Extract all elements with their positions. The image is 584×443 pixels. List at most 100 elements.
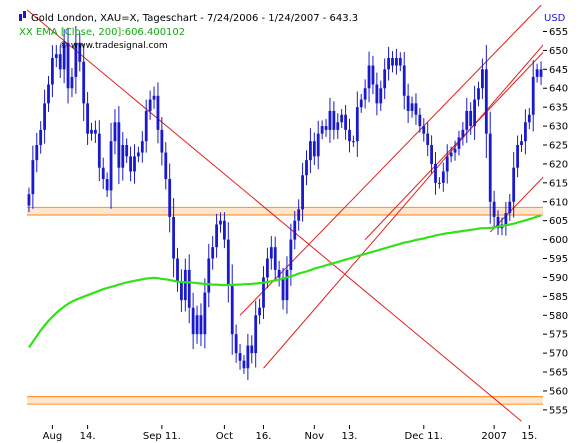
currency-label: USD — [544, 13, 566, 24]
candle-22 — [113, 109, 117, 155]
candle-51 — [226, 222, 230, 303]
candle-55-body — [242, 360, 246, 369]
candle-12 — [74, 26, 78, 94]
candle-116-body — [481, 69, 484, 89]
candle-69-body — [297, 209, 301, 221]
candle-117-body — [484, 69, 488, 134]
candle-109 — [453, 140, 457, 161]
candle-128 — [527, 107, 531, 130]
candle-44 — [199, 303, 203, 347]
candle-114 — [473, 85, 476, 140]
candle-28 — [137, 146, 140, 163]
candle-11 — [70, 68, 74, 98]
candle-70 — [301, 162, 304, 222]
candle-41 — [187, 254, 191, 324]
candle-26 — [129, 146, 132, 182]
candle-15 — [86, 92, 89, 145]
candle-124-body — [512, 167, 516, 202]
gold-legend-icon — [19, 11, 26, 21]
x-tick-label-8: 2007 — [481, 431, 506, 442]
candle-53-body — [234, 334, 238, 354]
candle-113 — [469, 102, 473, 135]
x-tick-label-1: 14. — [80, 431, 96, 442]
candle-52-body — [230, 285, 234, 335]
candle-19 — [101, 157, 105, 190]
candle-71 — [305, 150, 308, 186]
candle-6 — [51, 45, 54, 98]
candle-5 — [47, 75, 50, 112]
candle-84 — [355, 91, 359, 157]
candle-123 — [508, 194, 512, 221]
candle-80 — [340, 109, 344, 128]
candle-86 — [363, 79, 367, 109]
candle-109-body — [453, 148, 457, 153]
candle-32-body — [152, 95, 156, 100]
candle-80-body — [340, 114, 344, 123]
candle-5-body — [47, 84, 50, 104]
chart-header: Gold London, XAU=X, Tageschart - 7/24/20… — [19, 11, 566, 51]
candle-118-body — [488, 133, 492, 202]
candle-23 — [117, 106, 121, 184]
candle-66 — [285, 256, 289, 314]
candle-76 — [324, 119, 328, 137]
y-tick-label-595: 595 — [549, 254, 568, 265]
x-tick-label-9: 15. — [521, 431, 537, 442]
ema-series — [28, 214, 542, 349]
x-axis: Aug 14. Sep 11. Oct 16. Nov 13. Dec 11. 2007 15. — [43, 425, 537, 442]
candle-27-body — [133, 156, 136, 172]
candle-4 — [43, 89, 46, 144]
y-tick-label-565: 565 — [549, 368, 568, 379]
ema-line — [28, 214, 542, 349]
candle-107-body — [445, 156, 449, 172]
candle-9-body — [62, 42, 66, 70]
candle-40-body — [183, 269, 187, 301]
y-tick-label-600: 600 — [549, 235, 568, 246]
candle-91 — [383, 58, 387, 100]
candle-16-body — [90, 129, 93, 134]
candle-56-body — [246, 345, 250, 369]
x-tick-label-0: Aug — [43, 431, 63, 442]
candle-54 — [238, 344, 242, 370]
y-tick-label-555: 555 — [549, 405, 568, 416]
candle-114-body — [473, 99, 476, 127]
candle-55 — [242, 355, 246, 374]
candle-106 — [441, 162, 445, 192]
candle-78 — [332, 101, 336, 140]
candle-14 — [82, 44, 86, 121]
candle-16 — [90, 122, 93, 141]
candle-46 — [207, 243, 211, 308]
candle-29 — [140, 131, 144, 163]
candle-6-body — [51, 57, 54, 85]
candle-1-body — [31, 160, 35, 195]
candle-89-body — [375, 84, 379, 104]
candle-111 — [461, 121, 465, 146]
candle-37 — [172, 198, 175, 278]
candle-72-body — [309, 141, 312, 161]
candle-126 — [520, 134, 523, 152]
candle-87 — [367, 51, 371, 103]
candle-40 — [183, 258, 187, 312]
candle-83 — [352, 135, 355, 147]
trend-line-2 — [263, 44, 543, 369]
candle-33-body — [156, 95, 160, 130]
candle-38 — [176, 247, 179, 292]
candle-65 — [281, 267, 285, 310]
candle-45-body — [203, 292, 207, 335]
candle-43-body — [195, 315, 199, 335]
candle-127-body — [524, 122, 527, 142]
candle-38-body — [176, 258, 179, 282]
candle-25-body — [125, 145, 129, 157]
x-tick-label-6: 13. — [342, 431, 358, 442]
candle-30 — [144, 99, 148, 153]
candle-86-body — [363, 88, 367, 100]
candle-102-body — [426, 133, 430, 145]
x-tick-label-5: Nov — [305, 431, 325, 442]
x-tick-label-3: Oct — [216, 431, 233, 442]
candle-72 — [309, 128, 312, 174]
candle-24-body — [121, 145, 125, 168]
candle-25 — [125, 138, 129, 163]
candle-37-body — [172, 216, 175, 259]
candle-119 — [492, 190, 496, 228]
candle-125 — [516, 135, 519, 178]
